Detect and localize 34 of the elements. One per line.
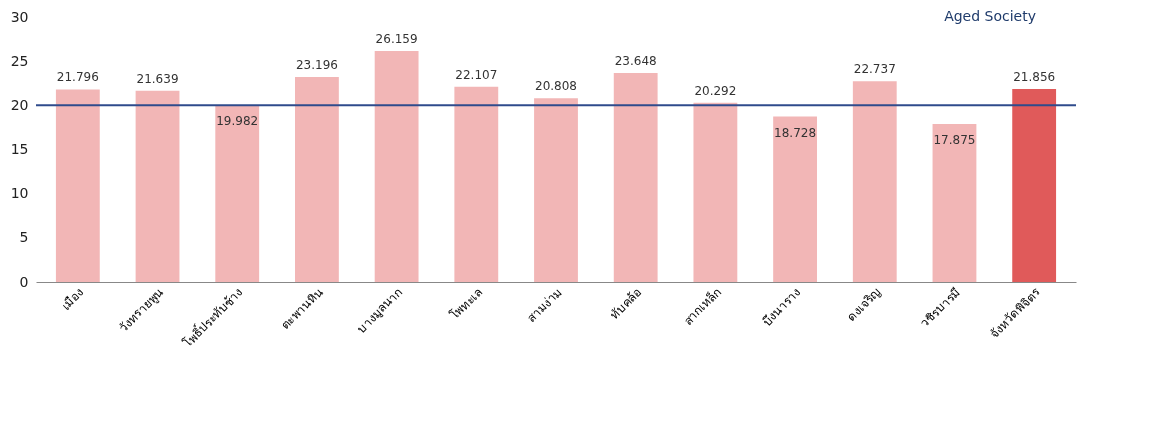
bar bbox=[693, 102, 738, 282]
y-tick-label: 15 bbox=[10, 141, 29, 157]
data-label: 26.159 bbox=[375, 31, 418, 46]
y-tick-label: 10 bbox=[10, 185, 29, 202]
bar bbox=[135, 90, 180, 282]
bar bbox=[374, 50, 419, 282]
y-tick-label: 5 bbox=[19, 229, 29, 246]
data-label: 21.856 bbox=[1013, 69, 1056, 84]
data-label: 22.737 bbox=[853, 62, 896, 77]
data-label: 18.728 bbox=[774, 125, 817, 140]
data-label: 23.648 bbox=[614, 54, 657, 69]
bar bbox=[454, 86, 499, 282]
bar bbox=[613, 73, 658, 282]
y-tick-label: 30 bbox=[10, 8, 29, 25]
bar bbox=[55, 89, 100, 282]
bar bbox=[932, 124, 977, 282]
data-label: 23.196 bbox=[295, 58, 338, 73]
ref-line-label: Aged Society bbox=[944, 8, 1036, 24]
bar bbox=[1012, 88, 1057, 282]
y-tick-label: 25 bbox=[10, 52, 29, 69]
data-label: 21.639 bbox=[136, 71, 179, 86]
data-label: 21.796 bbox=[56, 70, 99, 85]
data-label: 19.982 bbox=[216, 114, 259, 129]
data-label: 17.875 bbox=[933, 133, 976, 148]
data-label: 22.107 bbox=[455, 67, 498, 82]
data-label: 20.808 bbox=[535, 79, 577, 94]
y-tick-label: 0 bbox=[19, 273, 29, 290]
bar bbox=[852, 81, 897, 282]
y-tick-label: 20 bbox=[10, 96, 29, 113]
bar bbox=[215, 105, 260, 282]
bar bbox=[773, 116, 817, 282]
data-label: 20.292 bbox=[694, 83, 737, 98]
bar bbox=[534, 98, 578, 282]
bar bbox=[295, 77, 339, 282]
